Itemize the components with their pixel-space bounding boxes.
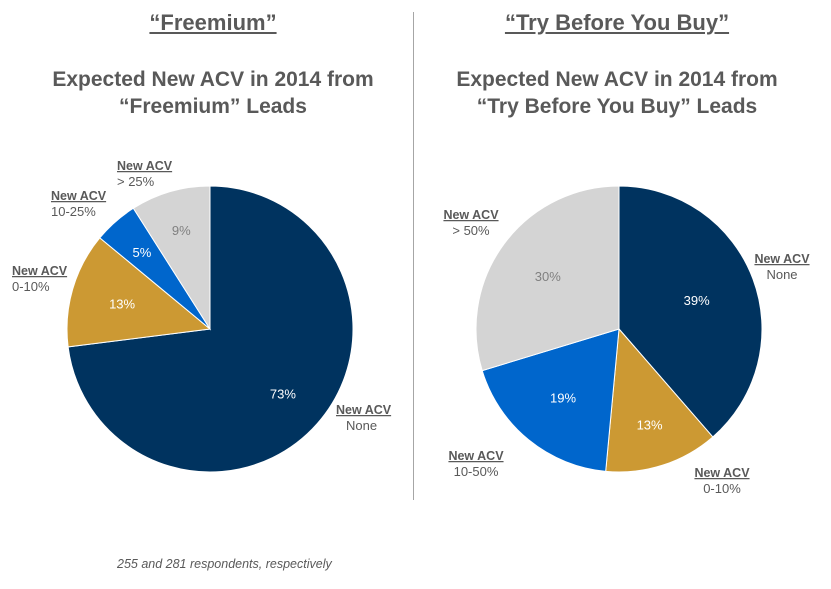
freemium-range-label-none: None: [346, 418, 377, 433]
try-before-you-buy-slice-10-50: [481, 328, 620, 472]
left-chart-title-line-1: Expected New ACV in 2014 from: [52, 68, 374, 91]
freemium-category-label-none: New ACV: [336, 403, 392, 417]
right-chart-title-line-2: “Try Before You Buy” Leads: [476, 95, 758, 118]
try-before-you-buy-slice-0-10: [605, 327, 714, 473]
try-before-you-buy-percent-label-50: 30%: [535, 269, 561, 284]
freemium-percent-label-0-10: 13%: [109, 297, 135, 312]
freemium-slice-25: [132, 185, 211, 331]
right-chart-title: Expected New ACV in 2014 from “Try Befor…: [417, 66, 817, 120]
freemium-category-label-0-10: New ACV: [12, 264, 68, 278]
try-before-you-buy-percent-label-10-50: 19%: [550, 391, 576, 406]
try-before-you-buy-category-label-50: New ACV: [443, 208, 499, 222]
section-divider: [413, 12, 414, 500]
right-section-heading: “Try Before You Buy”: [504, 10, 730, 35]
try-before-you-buy-percent-label-none: 39%: [684, 293, 710, 308]
try-before-you-buy-category-label-0-10: New ACV: [694, 466, 750, 480]
try-before-you-buy-slice-none: [618, 185, 763, 438]
freemium-percent-label-25: 9%: [172, 223, 191, 238]
try-before-you-buy-category-label-10-50: New ACV: [448, 449, 504, 463]
try-before-you-buy-range-label-0-10: 0-10%: [703, 481, 741, 496]
left-chart-title: Expected New ACV in 2014 from “Freemium”…: [13, 66, 413, 120]
footnote: 255 and 281 respondents, respectively: [117, 557, 332, 571]
freemium-category-label-25: New ACV: [117, 159, 173, 173]
freemium-percent-label-10-25: 5%: [133, 245, 152, 260]
try-before-you-buy-range-label-10-50: 10-50%: [454, 464, 499, 479]
right-chart-title-line-1: Expected New ACV in 2014 from: [456, 68, 778, 91]
freemium-range-label-0-10: 0-10%: [12, 279, 50, 294]
try-before-you-buy-slice-50: [475, 185, 620, 372]
freemium-category-label-10-25: New ACV: [51, 189, 107, 203]
left-chart-title-line-2: “Freemium” Leads: [119, 95, 307, 118]
freemium-slice-0-10: [66, 237, 212, 348]
try-before-you-buy-percent-label-0-10: 13%: [637, 417, 663, 432]
freemium-range-label-25: > 25%: [117, 174, 155, 189]
try-before-you-buy-range-label-none: None: [766, 267, 797, 282]
left-section-heading: “Freemium”: [149, 10, 277, 35]
try-before-you-buy-category-label-none: New ACV: [754, 252, 810, 266]
freemium-percent-label-none: 73%: [270, 386, 296, 401]
try-before-you-buy-range-label-50: > 50%: [452, 223, 490, 238]
freemium-range-label-10-25: 10-25%: [51, 204, 96, 219]
